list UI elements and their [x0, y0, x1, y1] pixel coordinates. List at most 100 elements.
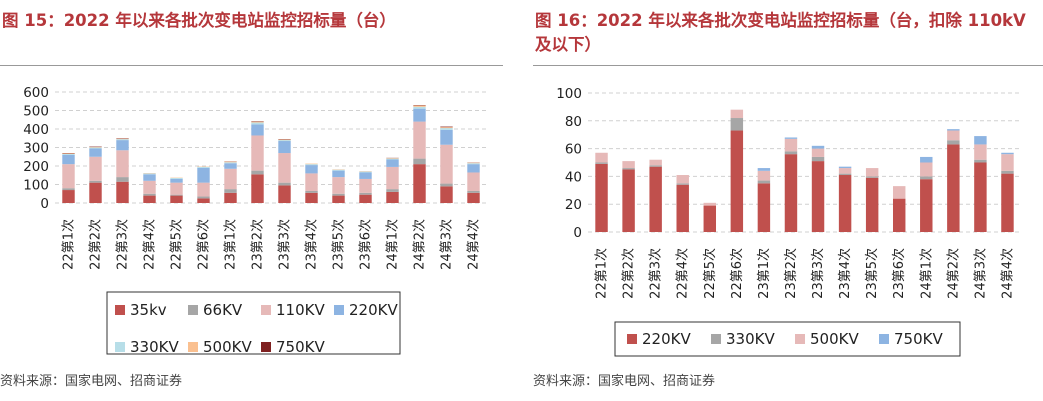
- bar-segment-35kv: [305, 192, 318, 203]
- bar-segment-66kv: [143, 193, 156, 196]
- y-tick-label: 100: [556, 86, 582, 102]
- x-category-label: 22第2次: [621, 248, 637, 299]
- bar-segment-110kv: [413, 121, 426, 159]
- bar-segment-750kv: [811, 145, 825, 149]
- y-tick-label: 200: [23, 159, 49, 175]
- y-tick-label: 400: [23, 122, 49, 138]
- bar-segment-66kv: [359, 192, 372, 195]
- x-category-label: 22第1次: [61, 219, 77, 270]
- x-category-label: 24第2次: [945, 248, 961, 299]
- legend-swatch: [627, 334, 637, 344]
- bar-segment-500kv: [224, 161, 237, 163]
- bar-segment-110kv: [467, 172, 480, 191]
- bar-segment-66kv: [305, 190, 318, 193]
- bar-segment-500kv: [730, 109, 744, 119]
- bar-segment-330kv: [947, 140, 960, 145]
- bar-segment-35kv: [224, 192, 237, 203]
- bar-segment-35kv: [197, 198, 210, 203]
- bar-segment-220kv: [116, 140, 129, 151]
- x-category-label: 23第1次: [756, 248, 772, 299]
- bar-segment-500kv: [892, 186, 906, 199]
- x-category-label: 24第4次: [999, 248, 1015, 299]
- y-tick-label: 0: [573, 225, 582, 241]
- bar-segment-500kv: [1001, 154, 1014, 171]
- bar-segment-500kv: [947, 130, 960, 141]
- legend-swatch: [115, 342, 125, 352]
- legend-swatch: [188, 342, 198, 352]
- x-category-label: 23第6次: [358, 219, 374, 270]
- x-category-label: 23第5次: [331, 219, 347, 270]
- figure-15-divider: [0, 65, 503, 66]
- bar-segment-110kv: [62, 164, 75, 189]
- bar-segment-500kv: [622, 161, 635, 169]
- bar-segment-500kv: [649, 159, 662, 166]
- legend-label: 750KV: [276, 338, 325, 356]
- x-category-label: 23第1次: [223, 219, 239, 270]
- x-category-label: 24第3次: [972, 248, 988, 299]
- bar-segment-330kv: [143, 173, 156, 175]
- bar-segment-110kv: [224, 168, 237, 190]
- x-category-label: 24第1次: [385, 219, 401, 270]
- bar-segment-220kv: [865, 177, 879, 232]
- bar-segment-220kv: [143, 174, 156, 181]
- bar-segment-500kv: [62, 153, 75, 154]
- legend-label: 330KV: [130, 338, 179, 356]
- x-category-label: 22第3次: [648, 248, 664, 299]
- x-category-label: 23第6次: [891, 248, 907, 299]
- bar-segment-66kv: [197, 196, 210, 199]
- bar-segment-500kv: [413, 105, 426, 107]
- bar-segment-220kv: [332, 170, 345, 178]
- bar-segment-110kv: [359, 178, 372, 193]
- bar-segment-500kv: [974, 144, 987, 160]
- legend-box: [614, 321, 961, 357]
- bar-segment-500kv: [305, 163, 318, 165]
- bar-segment-500kv: [811, 148, 825, 157]
- legend-label: 220KV: [642, 330, 691, 348]
- bar-segment-35kv: [359, 194, 372, 203]
- bar-segment-110kv: [440, 144, 453, 184]
- y-tick-label: 600: [23, 85, 49, 101]
- bar-segment-330kv: [784, 151, 798, 155]
- bar-segment-750kv: [1001, 152, 1014, 155]
- bar-segment-330kv: [622, 168, 635, 170]
- bar-segment-220kv: [947, 144, 960, 232]
- bar-segment-220kv: [730, 130, 744, 232]
- bar-segment-110kv: [89, 156, 102, 181]
- bar-segment-750kv: [947, 129, 960, 131]
- bar-segment-330kv: [838, 173, 852, 176]
- bar-segment-500kv: [89, 146, 102, 148]
- bar-segment-110kv: [143, 180, 156, 194]
- bar-segment-110kv: [170, 182, 183, 195]
- x-category-label: 23第4次: [837, 248, 853, 299]
- bar-segment-500kv: [676, 175, 689, 184]
- bar-segment-750kv: [757, 168, 771, 171]
- legend-label: 220KV: [349, 301, 398, 319]
- figure-15-source: 资料来源：国家电网、招商证券: [0, 374, 183, 389]
- chart-16: 0 20 40 60 80 100 22第1次 22第2次 22第3次 22第4次 22第5次 22第…: [556, 86, 1021, 357]
- bar-segment-220kv: [622, 169, 635, 232]
- legend-label: 35kv: [130, 301, 167, 319]
- bar-segment-500kv: [865, 168, 879, 177]
- x-category-label: 24第4次: [466, 219, 482, 270]
- bar-segment-220kv: [784, 154, 798, 232]
- chart-15: 0 100 200 300 400 500 600 22第1次 22第2次 22第3次 22第4次 2…: [23, 85, 487, 356]
- bar-segment-66kv: [413, 158, 426, 165]
- x-category-label: 23第5次: [864, 248, 880, 299]
- bar-segment-220kv: [224, 163, 237, 169]
- legend-swatch: [261, 342, 271, 352]
- bar-segment-220kv: [811, 161, 825, 232]
- bar-segment-330kv: [278, 140, 291, 142]
- bar-segment-35kv: [278, 185, 291, 203]
- bar-segment-66kv: [386, 189, 399, 192]
- bar-segment-220kv: [251, 124, 264, 136]
- bar-segment-35kv: [89, 182, 102, 203]
- legend-swatch: [115, 305, 125, 315]
- bar-segment-330kv: [440, 128, 453, 130]
- bar-segment-750kv: [838, 166, 852, 169]
- bar-segment-66kv: [116, 177, 129, 182]
- bar-segment-330kv: [305, 164, 318, 166]
- x-category-label: 22第6次: [196, 219, 212, 270]
- bar-segment-220kv: [920, 179, 933, 232]
- bar-segment-500kv: [920, 162, 933, 177]
- bar-segment-750kv: [974, 136, 987, 145]
